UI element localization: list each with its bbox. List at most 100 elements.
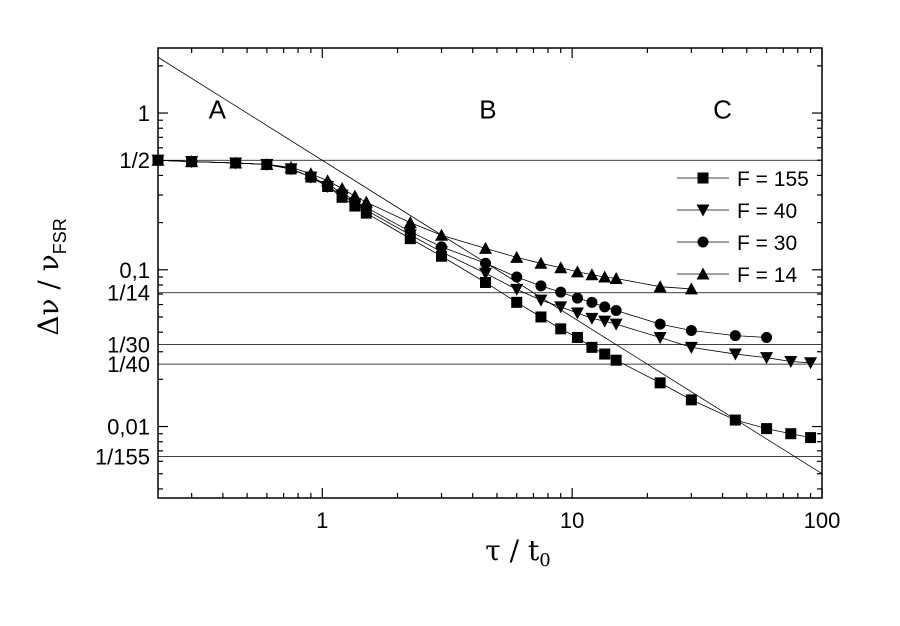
data-point [535, 280, 547, 292]
axis-ticks: 1 10 100 1 1/2 0,11/14 1/301/40 0,01 1/155 [95, 48, 840, 533]
data-point [685, 394, 697, 406]
data-point [570, 307, 584, 320]
data-point [348, 189, 362, 202]
data-point [284, 160, 298, 173]
x-axis-title-sub: 0 [539, 550, 550, 571]
data-point [728, 348, 742, 361]
data-point [696, 267, 710, 280]
data-point [684, 282, 698, 295]
data-point [571, 292, 583, 304]
data-point [761, 423, 773, 435]
data-point [510, 283, 524, 296]
data-point [335, 182, 349, 195]
data-point [805, 432, 817, 444]
data-point [653, 331, 667, 344]
data-point [696, 204, 710, 217]
data-point [697, 172, 709, 184]
data-point [685, 324, 697, 336]
y-tick-label: 1/14 [107, 281, 150, 306]
data-point [260, 157, 274, 170]
data-point [510, 250, 524, 263]
data-point [586, 341, 598, 353]
data-point [480, 257, 492, 269]
data-point [697, 236, 709, 248]
data-point [570, 265, 584, 278]
data-point [534, 256, 548, 269]
legend-item: F = 40 [677, 200, 797, 223]
data-point [609, 271, 623, 284]
legend-label: F = 40 [737, 200, 797, 223]
y-tick-label: 0,01 [107, 415, 150, 440]
horizontal-reference-lines [158, 159, 822, 457]
data-point [404, 226, 416, 238]
data-point [653, 280, 667, 293]
data-point [359, 195, 373, 208]
data-point [554, 301, 568, 314]
data-point [654, 318, 666, 330]
data-point [598, 270, 612, 283]
x-tick-label: 10 [560, 508, 584, 533]
y-axis-title-sub: FSR [50, 218, 70, 254]
legend-label: F = 155 [737, 168, 809, 191]
series-f-30 [152, 154, 773, 343]
data-point [185, 155, 199, 168]
data-point [585, 268, 599, 281]
data-point [784, 355, 798, 368]
series-line [157, 159, 692, 290]
region-label-b: B [479, 95, 496, 125]
x-axis-title-rest: / t [501, 534, 540, 567]
data-point [436, 241, 448, 253]
data-point [480, 276, 492, 288]
region-label-c: C [713, 95, 732, 125]
y-tick-label: 1/2 [119, 148, 150, 173]
y-tick-label: 1/30 [107, 333, 150, 358]
data-point [761, 331, 773, 343]
series-layer [151, 153, 818, 444]
legend-label: F = 14 [737, 264, 797, 287]
legend-item: F = 30 [677, 232, 797, 255]
data-point [403, 216, 417, 229]
data-point [586, 296, 598, 308]
data-point [804, 357, 818, 370]
legend: F = 155 F = 40 F = 30 F = 14 [677, 168, 809, 287]
data-point [760, 352, 774, 365]
data-point [555, 286, 567, 298]
data-point [555, 323, 567, 335]
series-f-155 [152, 154, 817, 444]
data-point [511, 271, 523, 283]
region-labels: A B C [209, 95, 732, 125]
x-axis-title-tau: τ [485, 534, 501, 567]
legend-item: F = 155 [677, 168, 809, 191]
series-f-14 [151, 153, 698, 295]
data-point [435, 228, 449, 241]
data-point [229, 156, 243, 169]
data-point [610, 304, 622, 316]
x-axis-title: τ / t0 [485, 534, 550, 571]
data-point [729, 330, 741, 342]
y-tick-label: 1/155 [95, 444, 150, 469]
data-point [151, 153, 165, 166]
data-point [598, 315, 612, 328]
svg-text:Δν / νFSR: Δν / νFSR [32, 218, 70, 336]
legend-item: F = 14 [677, 264, 797, 287]
legend-label: F = 30 [737, 232, 797, 255]
region-label-a: A [209, 95, 227, 125]
data-point [554, 261, 568, 274]
data-point [479, 267, 493, 280]
data-point [785, 428, 797, 440]
y-tick-label: 1 [138, 101, 150, 126]
y-axis-title: Δν / νFSR [32, 218, 70, 336]
data-point [729, 414, 741, 426]
data-point [609, 318, 623, 331]
data-point [599, 348, 611, 360]
data-point [534, 294, 548, 307]
data-point [684, 341, 698, 354]
data-point [304, 167, 318, 180]
series-line [157, 159, 767, 338]
svg-text:τ / t0: τ / t0 [485, 534, 550, 571]
y-tick-label: 1/40 [107, 352, 150, 377]
x-tick-label: 100 [804, 508, 841, 533]
y-axis-title-delta: Δν / ν [32, 254, 65, 336]
data-point [599, 301, 611, 313]
